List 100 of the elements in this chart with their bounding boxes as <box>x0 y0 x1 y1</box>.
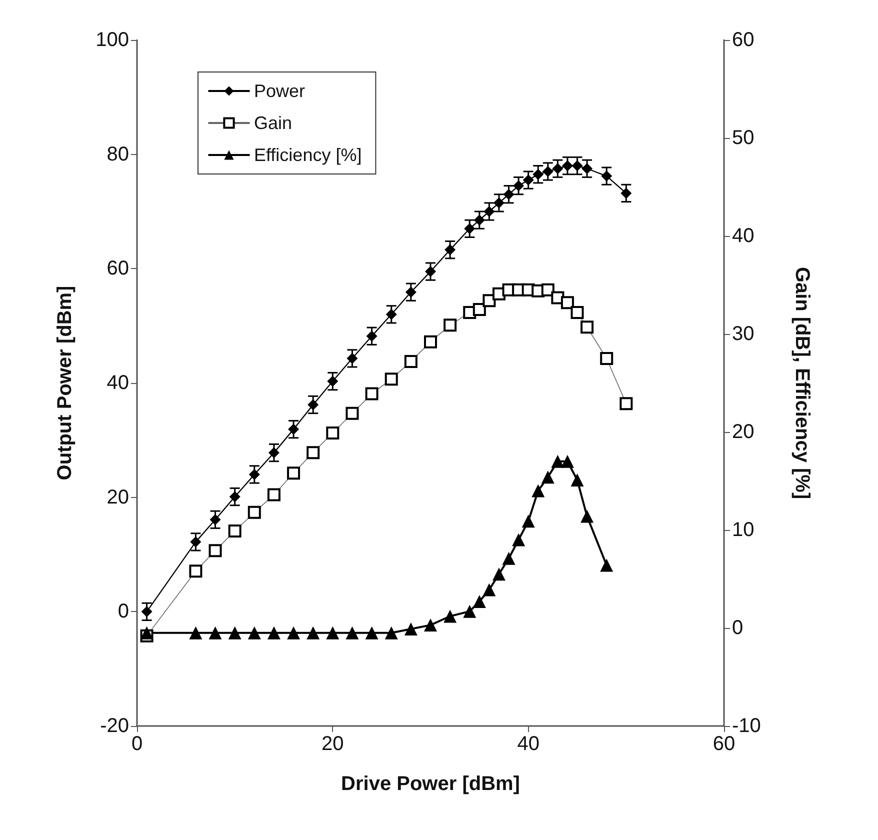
legend-label: Gain <box>254 113 292 133</box>
y-axis-title: Output Power [dBm] <box>54 286 76 480</box>
point <box>267 488 280 502</box>
y2-axis-title: Gain [dB], Efficiency [%] <box>791 266 813 500</box>
point <box>444 244 456 256</box>
point <box>210 514 221 526</box>
point <box>601 170 612 182</box>
point <box>189 626 202 640</box>
y-tick-label: 80 <box>106 143 129 166</box>
point <box>384 372 398 386</box>
legend-label: Power <box>254 81 306 101</box>
point <box>248 626 261 640</box>
x-axis-title: Drive Power [dBm] <box>341 773 520 795</box>
point <box>248 468 260 480</box>
y2-tick-label: 20 <box>732 421 754 443</box>
point <box>405 286 416 298</box>
point <box>570 474 584 487</box>
point <box>512 533 526 546</box>
point <box>542 166 554 177</box>
point <box>580 510 594 523</box>
y2-tick-label: 40 <box>732 225 754 247</box>
point <box>267 626 280 640</box>
x-tick-label: 20 <box>322 733 344 755</box>
y-tick-label: 60 <box>106 258 129 280</box>
point <box>287 626 300 640</box>
point <box>532 484 545 498</box>
point <box>424 335 437 348</box>
point <box>560 296 574 310</box>
point <box>541 283 554 296</box>
point <box>582 163 593 174</box>
point <box>248 506 261 519</box>
point <box>386 308 397 320</box>
point <box>288 424 300 435</box>
y-tick-label: 0 <box>118 600 129 623</box>
point <box>551 454 564 468</box>
point <box>482 583 496 596</box>
point <box>503 188 514 200</box>
point <box>532 168 544 180</box>
point <box>600 558 614 572</box>
point <box>472 303 486 316</box>
y-tick-label: 40 <box>106 372 129 394</box>
point <box>492 568 506 581</box>
point <box>228 626 242 640</box>
point <box>189 564 202 578</box>
y2-tick-label: 10 <box>732 519 754 541</box>
point <box>522 514 535 528</box>
y2-tick-label: 0 <box>732 617 744 639</box>
point <box>404 354 418 368</box>
y-tick-label: 100 <box>96 29 129 51</box>
point <box>404 622 418 636</box>
point <box>580 320 594 334</box>
point <box>327 376 338 387</box>
point <box>493 197 504 208</box>
point <box>541 470 554 484</box>
point <box>140 626 154 640</box>
point <box>560 454 574 468</box>
point <box>306 626 320 640</box>
x-tick-label: 40 <box>517 733 540 755</box>
y-tick-label: -20 <box>100 715 129 737</box>
point <box>464 223 476 234</box>
x-tick-label: 0 <box>131 733 143 755</box>
point <box>444 610 457 623</box>
point <box>190 536 202 548</box>
point <box>502 552 516 565</box>
point <box>365 626 378 640</box>
point <box>600 352 614 365</box>
point <box>346 406 359 420</box>
point <box>425 266 436 278</box>
point <box>482 294 496 308</box>
point <box>141 606 152 618</box>
y2-tick-label: 50 <box>732 127 754 149</box>
point <box>326 426 340 440</box>
point <box>228 524 242 538</box>
point <box>552 163 564 174</box>
point <box>620 397 633 410</box>
point <box>365 387 378 400</box>
point <box>326 626 340 640</box>
point <box>366 330 378 342</box>
point <box>472 595 486 608</box>
point <box>474 214 485 226</box>
point <box>620 188 632 199</box>
point <box>208 544 222 558</box>
point <box>287 466 300 480</box>
point <box>513 180 524 192</box>
point <box>424 618 437 632</box>
y-tick-label: 20 <box>106 486 129 508</box>
point <box>268 447 280 458</box>
point <box>308 399 319 410</box>
point <box>346 352 358 364</box>
point <box>562 160 573 172</box>
point <box>346 626 359 640</box>
point <box>572 160 583 172</box>
legend-label: Efficiency [%] <box>254 145 362 165</box>
point <box>384 626 398 640</box>
y2-tick-label: 60 <box>732 29 754 51</box>
point <box>522 174 534 186</box>
point <box>463 604 476 618</box>
y2-tick-label: 30 <box>732 323 754 345</box>
point <box>229 491 240 502</box>
point <box>444 318 457 332</box>
